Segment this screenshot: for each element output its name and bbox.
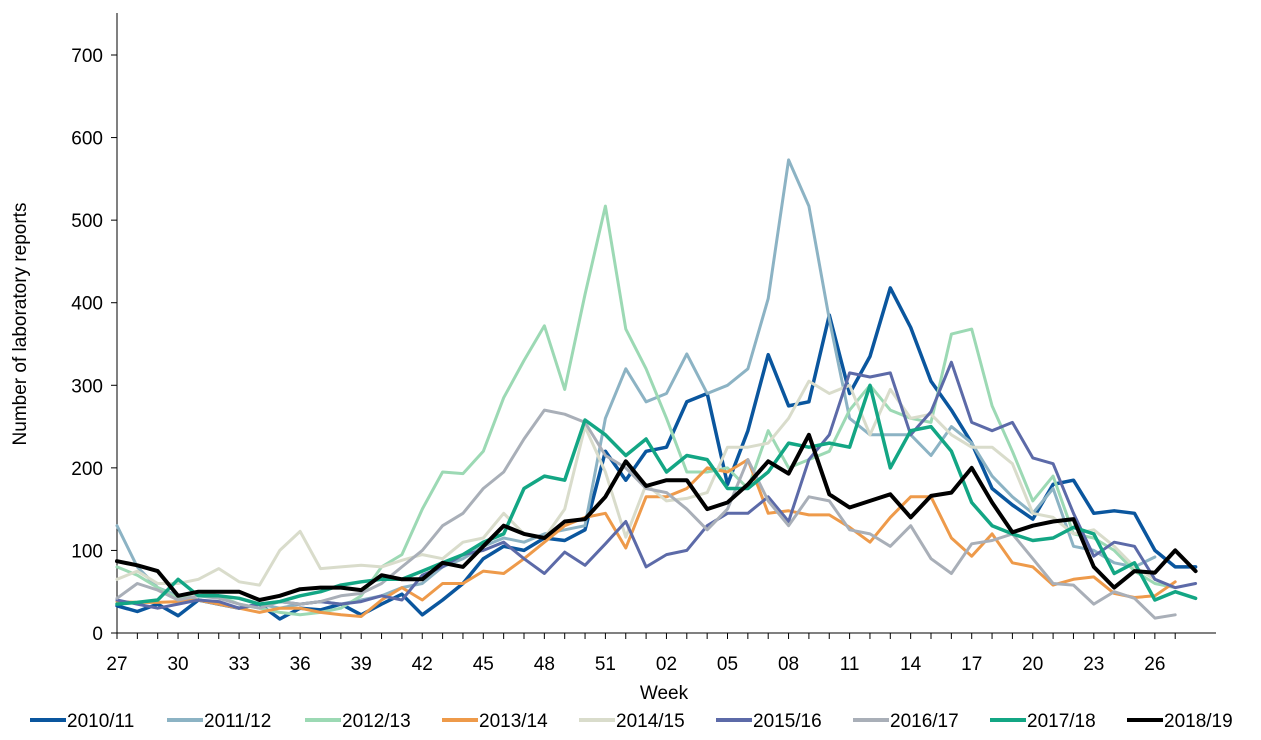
- x-tick-label: 48: [534, 654, 555, 675]
- legend: 2010/11 2011/12 2012/13 2013/14 2014/15 2015/…: [30, 711, 1233, 732]
- x-tick-label: 08: [778, 654, 799, 675]
- x-tick-label: 51: [595, 654, 616, 675]
- series-line-2016-17: [115, 408, 1177, 620]
- series-lines: [115, 158, 1198, 621]
- series-line-2012-13: [115, 204, 1177, 617]
- x-axis-title: Week: [640, 683, 689, 704]
- x-tick-label: 23: [1083, 654, 1104, 675]
- y-tick-label: 200: [71, 459, 103, 480]
- y-tick-label: 0: [92, 624, 103, 645]
- series-line-2010-11: [115, 286, 1198, 621]
- legend-label: 2010/11: [67, 711, 134, 732]
- y-ticks: 0 100 200 300 400 500 600 700: [71, 46, 117, 645]
- y-tick-label: 500: [71, 211, 103, 232]
- x-tick-label: 27: [106, 654, 127, 675]
- y-tick-label: 400: [71, 294, 103, 315]
- y-tick-label: 300: [71, 376, 103, 397]
- x-tick-label: 02: [656, 654, 677, 675]
- legend-label: 2011/12: [204, 711, 271, 732]
- series-line-2013-14: [115, 458, 1177, 618]
- legend-label: 2016/17: [890, 711, 959, 732]
- x-tick-label: 30: [167, 654, 188, 675]
- series-line-2018-19: [115, 432, 1198, 602]
- x-tick-label: 05: [717, 654, 738, 675]
- x-tick-label: 20: [1022, 654, 1043, 675]
- legend-label: 2012/13: [342, 711, 411, 732]
- y-tick-label: 100: [71, 541, 103, 562]
- x-tick-label: 33: [229, 654, 250, 675]
- y-axis-title: Number of laboratory reports: [10, 203, 31, 446]
- x-tick-label: 42: [412, 654, 433, 675]
- y-tick-label: 700: [71, 46, 103, 67]
- x-tick-label: 17: [961, 654, 982, 675]
- x-tick-label: 39: [351, 654, 372, 675]
- x-tick-label: 45: [473, 654, 494, 675]
- x-tick-label: 26: [1144, 654, 1165, 675]
- legend-label: 2015/16: [753, 711, 822, 732]
- y-tick-label: 600: [71, 129, 103, 150]
- x-tick-label: 11: [840, 654, 860, 675]
- legend-label: 2018/19: [1164, 711, 1233, 732]
- x-tick-label: 36: [290, 654, 311, 675]
- x-tick-label: 14: [900, 654, 922, 675]
- legend-label: 2017/18: [1027, 711, 1096, 732]
- series-line-2017-18: [115, 383, 1198, 606]
- legend-label: 2014/15: [616, 711, 685, 732]
- legend-label: 2013/14: [479, 711, 548, 732]
- x-ticks: 27 30 33 36 39 42 45 48 51 02 05 08 11 14 17 20 23 26: [106, 633, 1176, 675]
- series-line-2011-12: [115, 158, 1157, 610]
